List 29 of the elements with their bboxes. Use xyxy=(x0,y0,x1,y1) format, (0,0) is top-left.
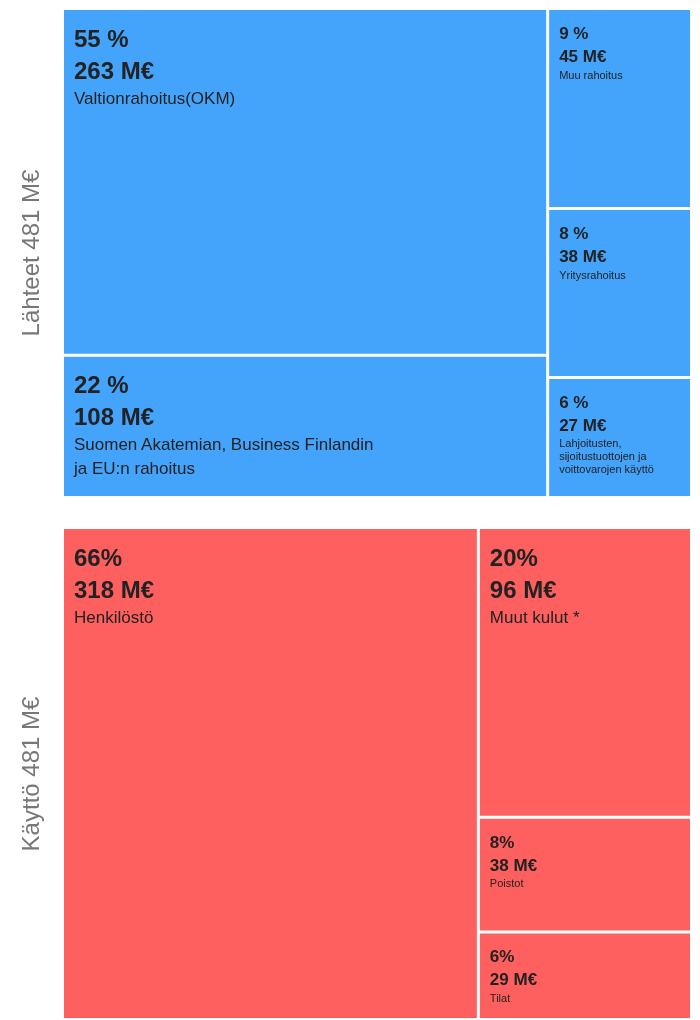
category-label: Lahjoitusten, sijoitustuottojen ja voittovarojen käyttö xyxy=(559,437,654,476)
data-label: 45 M€ xyxy=(559,47,607,66)
category-label: Valtionrahoitus(OKM) xyxy=(74,88,236,108)
category-label: Muu rahoitus xyxy=(559,68,624,81)
data-label: 318 M€ xyxy=(74,575,155,603)
data-label: 9 % xyxy=(559,24,589,43)
data-label: 108 M€ xyxy=(74,403,155,431)
data-label: 27 M€ xyxy=(559,415,607,435)
text: Käyttö 481 M€ xyxy=(17,696,45,851)
category-label: Yritysrahoitus xyxy=(559,268,627,281)
data-label: 66% xyxy=(74,543,123,571)
category-label: Muut kulut * xyxy=(489,607,580,627)
data-label: 8% xyxy=(489,832,515,852)
data-label: 55 % xyxy=(74,24,129,52)
category-label: Tilat xyxy=(489,991,511,1004)
data-label: 8 % xyxy=(559,224,589,244)
data-label: 6% xyxy=(489,947,515,967)
data-label: 6 % xyxy=(559,392,589,412)
data-label: 96 M€ xyxy=(489,575,557,603)
data-label: 20% xyxy=(489,543,538,571)
data-label: 29 M€ xyxy=(489,970,538,990)
data-label: 263 M€ xyxy=(74,56,155,84)
data-label: 38 M€ xyxy=(489,855,538,875)
text: Lähteet 481 M€ xyxy=(17,169,45,337)
data-label: 38 M€ xyxy=(559,247,607,267)
category-label: Suomen Akatemian, Business Finlandin ja EU:n rahoitus xyxy=(73,435,374,479)
category-label: Poistot xyxy=(489,877,524,890)
category-label: Henkilöstö xyxy=(74,607,154,627)
data-label: 22 % xyxy=(74,371,129,399)
